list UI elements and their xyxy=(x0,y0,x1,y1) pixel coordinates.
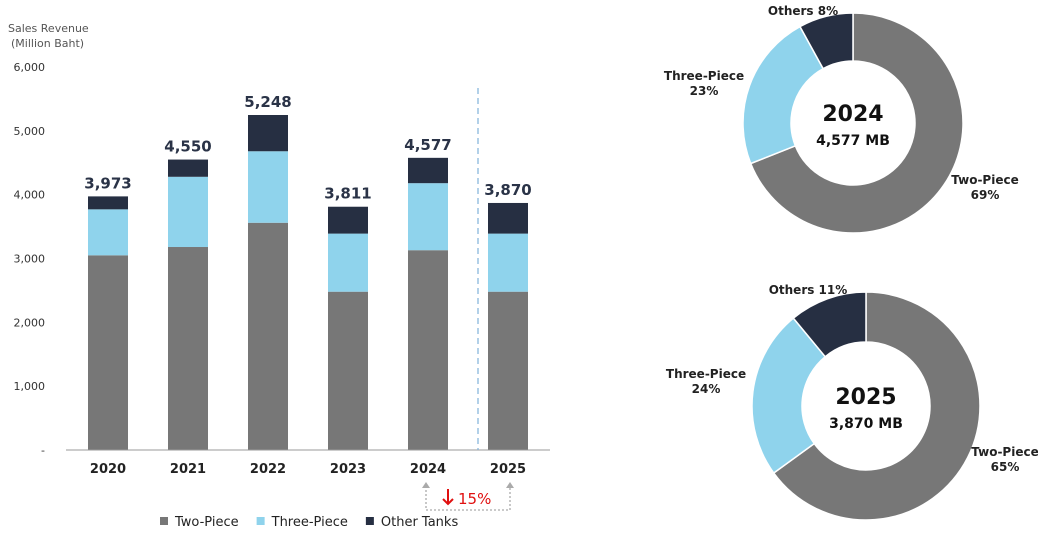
slice-percent-label: 24% xyxy=(692,382,721,396)
y-tick-label: 6,000 xyxy=(14,61,46,74)
bar-total-label: 4,550 xyxy=(164,138,211,156)
x-tick-label: 2024 xyxy=(410,462,446,477)
bar-segment-other-tanks xyxy=(88,196,128,210)
bar-total-label: 3,870 xyxy=(484,181,531,199)
donut-center-value: 3,870 MB xyxy=(829,416,903,432)
bar-segment-two-piece xyxy=(408,250,448,450)
slice-label: Two-Piece xyxy=(951,173,1018,187)
slice-label: Others 8% xyxy=(768,4,838,18)
x-tick-label: 2021 xyxy=(170,462,206,477)
legend-swatch xyxy=(256,517,265,525)
bar-segment-two-piece xyxy=(88,255,128,450)
bar-segment-three-piece xyxy=(488,233,528,292)
x-tick-label: 2022 xyxy=(250,462,286,477)
bar-total-label: 3,811 xyxy=(324,185,371,203)
slice-label: Three-Piece xyxy=(664,69,744,83)
slice-label: Three-Piece xyxy=(666,367,746,381)
donut-slice-two-piece xyxy=(772,291,981,521)
change-annotation: 15% xyxy=(422,482,514,511)
legend-label: Two-Piece xyxy=(174,515,239,530)
slice-percent-label: 23% xyxy=(690,84,719,98)
y-tick-label: 5,000 xyxy=(14,125,46,138)
legend-swatch xyxy=(365,517,374,525)
x-tick-label: 2025 xyxy=(490,462,526,477)
donut-center-year: 2025 xyxy=(835,385,896,410)
change-percent: 15% xyxy=(458,490,491,508)
legend-label: Three-Piece xyxy=(271,515,348,530)
bar-segment-three-piece xyxy=(408,183,448,251)
bar-segment-two-piece xyxy=(248,222,288,450)
y-tick-label: - xyxy=(41,444,45,457)
y-axis-label-line-1: Sales Revenue xyxy=(8,22,89,35)
y-tick-label: 1,000 xyxy=(14,380,46,393)
donut-center-year: 2024 xyxy=(822,102,883,127)
bar-segment-three-piece xyxy=(88,209,128,256)
y-tick-label: 3,000 xyxy=(14,253,46,266)
y-axis-ticks: - 1,000 2,000 3,000 4,000 5,000 6,000 xyxy=(14,61,46,457)
change-bracket xyxy=(425,486,511,511)
bar-segment-three-piece xyxy=(168,176,208,248)
bar-total-label: 4,577 xyxy=(404,136,451,154)
bar-segment-three-piece xyxy=(328,233,368,292)
y-axis-label-line-2: (Million Baht) xyxy=(11,37,84,50)
slice-label: Others 11% xyxy=(769,283,848,297)
bar-total-label: 3,973 xyxy=(84,174,131,192)
x-axis-ticks: 2020 2021 2022 2023 2024 2025 xyxy=(90,462,526,477)
donut-center-value: 4,577 MB xyxy=(816,133,890,149)
bar-segment-three-piece xyxy=(248,151,288,223)
slice-percent-label: 69% xyxy=(971,188,1000,202)
bar-segment-other-tanks xyxy=(408,157,448,184)
x-tick-label: 2020 xyxy=(90,462,126,477)
donut-slice-others xyxy=(798,12,854,70)
donut-slice-three-piece xyxy=(742,25,825,165)
donut-slice-others xyxy=(792,291,867,358)
slice-label: Two-Piece xyxy=(971,445,1038,459)
x-tick-label: 2023 xyxy=(330,462,366,477)
bar-segment-two-piece xyxy=(168,247,208,450)
bar-segment-two-piece xyxy=(488,291,528,450)
y-tick-label: 4,000 xyxy=(14,189,46,202)
total-labels: 3,973 4,550 5,248 3,811 4,577 3,870 xyxy=(84,93,531,203)
down-arrow-icon xyxy=(442,489,454,506)
change-arrowhead-left xyxy=(422,482,430,488)
donut-slices xyxy=(742,12,964,234)
bars xyxy=(88,115,528,450)
bar-segment-other-tanks xyxy=(168,159,208,177)
y-tick-label: 2,000 xyxy=(14,316,46,329)
slice-percent-label: 65% xyxy=(991,460,1020,474)
change-arrowhead-right xyxy=(506,482,514,488)
legend: Two-Piece Three-Piece Other Tanks xyxy=(160,515,458,530)
donut-slice-three-piece xyxy=(751,317,827,475)
bar-segment-other-tanks xyxy=(488,202,528,234)
donut-slice-two-piece xyxy=(749,12,964,234)
bar-total-label: 5,248 xyxy=(244,93,291,111)
legend-label: Other Tanks xyxy=(381,515,459,530)
bar-segment-other-tanks xyxy=(328,206,368,234)
bar-segment-other-tanks xyxy=(248,115,288,152)
legend-swatch xyxy=(160,517,168,525)
donut-slices xyxy=(751,291,981,521)
bar-segment-two-piece xyxy=(328,291,368,450)
stacked-bar-chart: Sales Revenue (Million Baht) - 1,000 2,000… xyxy=(8,22,550,530)
